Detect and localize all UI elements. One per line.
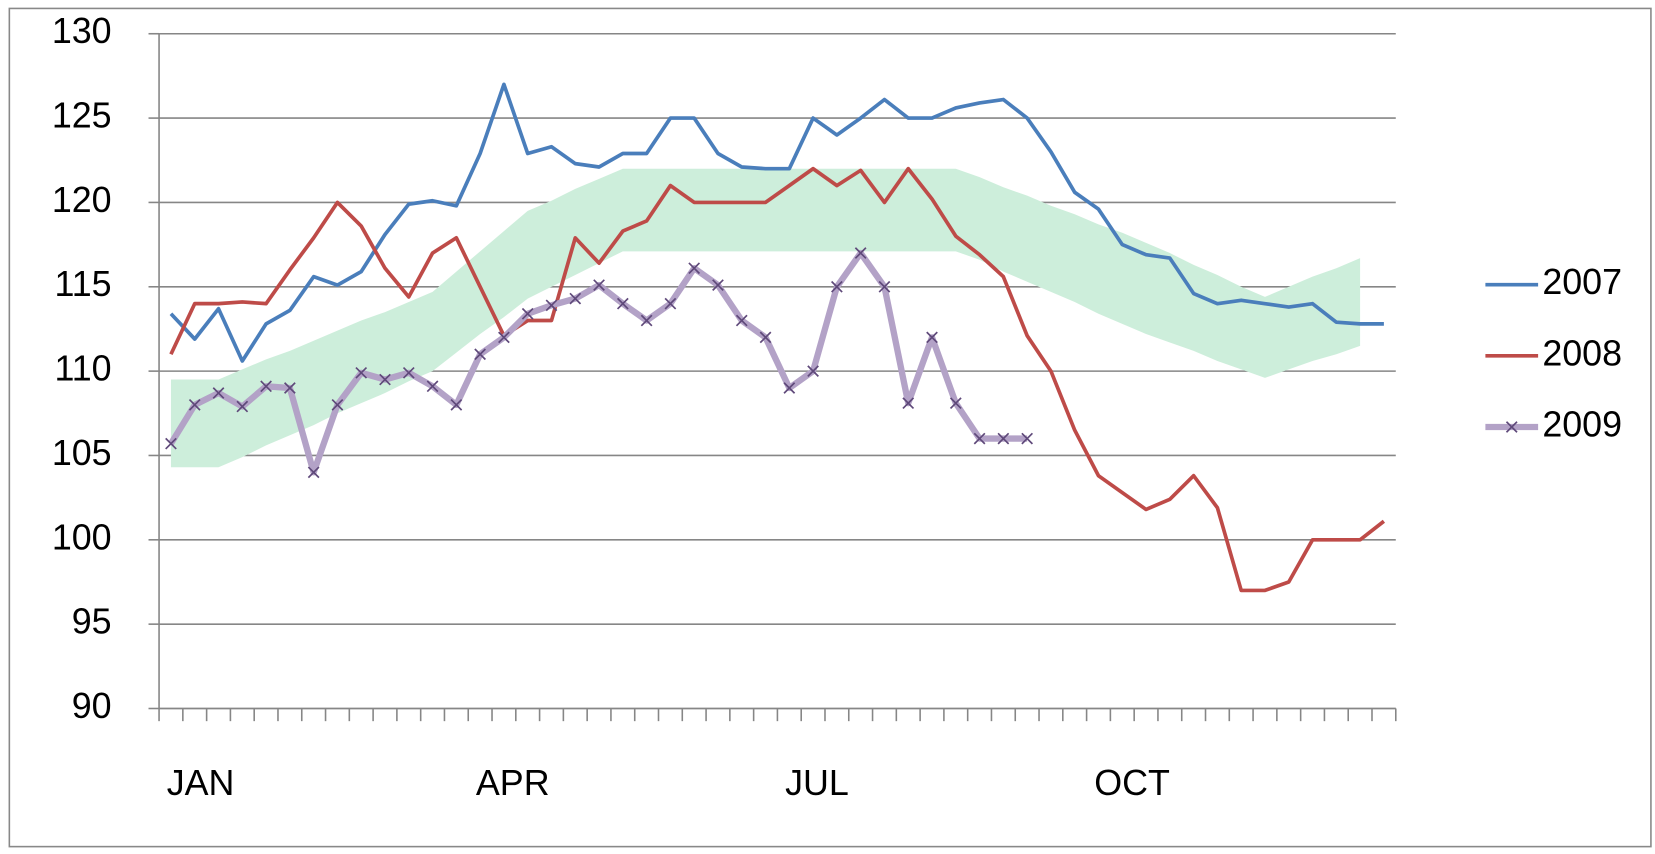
y-tick-label: 130 — [52, 11, 112, 51]
data-point — [545, 299, 558, 312]
data-point — [165, 437, 177, 450]
data-point — [640, 314, 653, 327]
data-point — [260, 380, 272, 393]
data-point — [854, 247, 867, 259]
y-tick-label: 100 — [52, 517, 112, 557]
data-point — [331, 398, 344, 411]
data-point — [688, 262, 701, 275]
data-point — [735, 314, 748, 327]
data-point — [426, 380, 439, 393]
data-point — [616, 297, 629, 310]
data-point — [283, 382, 296, 394]
data-point — [807, 365, 819, 377]
data-point — [474, 348, 486, 361]
data-point — [521, 307, 534, 320]
legend-label: 2008 — [1542, 333, 1622, 373]
data-point — [402, 366, 415, 379]
data-point — [902, 397, 915, 410]
data-point — [188, 398, 201, 411]
data-point — [997, 432, 1010, 445]
data-point — [949, 397, 962, 410]
series-line — [169, 166, 1386, 593]
y-tick-label: 125 — [52, 96, 112, 136]
data-point — [379, 373, 391, 386]
range-band — [170, 168, 1361, 468]
data-point — [926, 331, 938, 344]
data-point — [450, 398, 463, 411]
data-point — [498, 331, 510, 344]
data-point — [569, 292, 582, 305]
legend-marker — [1505, 421, 1518, 433]
data-point — [593, 279, 605, 291]
y-tick-label: 120 — [52, 180, 112, 220]
y-tick-label: 95 — [72, 602, 112, 642]
series-line — [169, 82, 1384, 363]
legend-label: 2007 — [1542, 262, 1622, 302]
x-tick-label: APR — [476, 763, 550, 803]
data-point — [878, 280, 891, 293]
data-point — [712, 279, 724, 291]
legend-label: 2009 — [1542, 404, 1622, 444]
x-tick-label: OCT — [1094, 763, 1170, 803]
data-point — [759, 331, 772, 344]
data-point — [783, 382, 796, 394]
data-point — [664, 297, 677, 310]
x-tick-label: JUL — [785, 763, 849, 803]
y-tick-label: 105 — [52, 433, 112, 473]
data-point — [1021, 432, 1034, 445]
data-point — [212, 387, 225, 399]
data-point — [307, 466, 320, 479]
y-tick-label: 110 — [54, 349, 111, 389]
x-tick-label: JAN — [167, 763, 235, 803]
data-point — [355, 366, 368, 379]
data-point — [973, 432, 986, 445]
data-point — [831, 280, 843, 293]
data-point — [236, 400, 249, 413]
y-tick-label: 90 — [72, 686, 112, 726]
y-tick-label: 115 — [54, 264, 111, 304]
